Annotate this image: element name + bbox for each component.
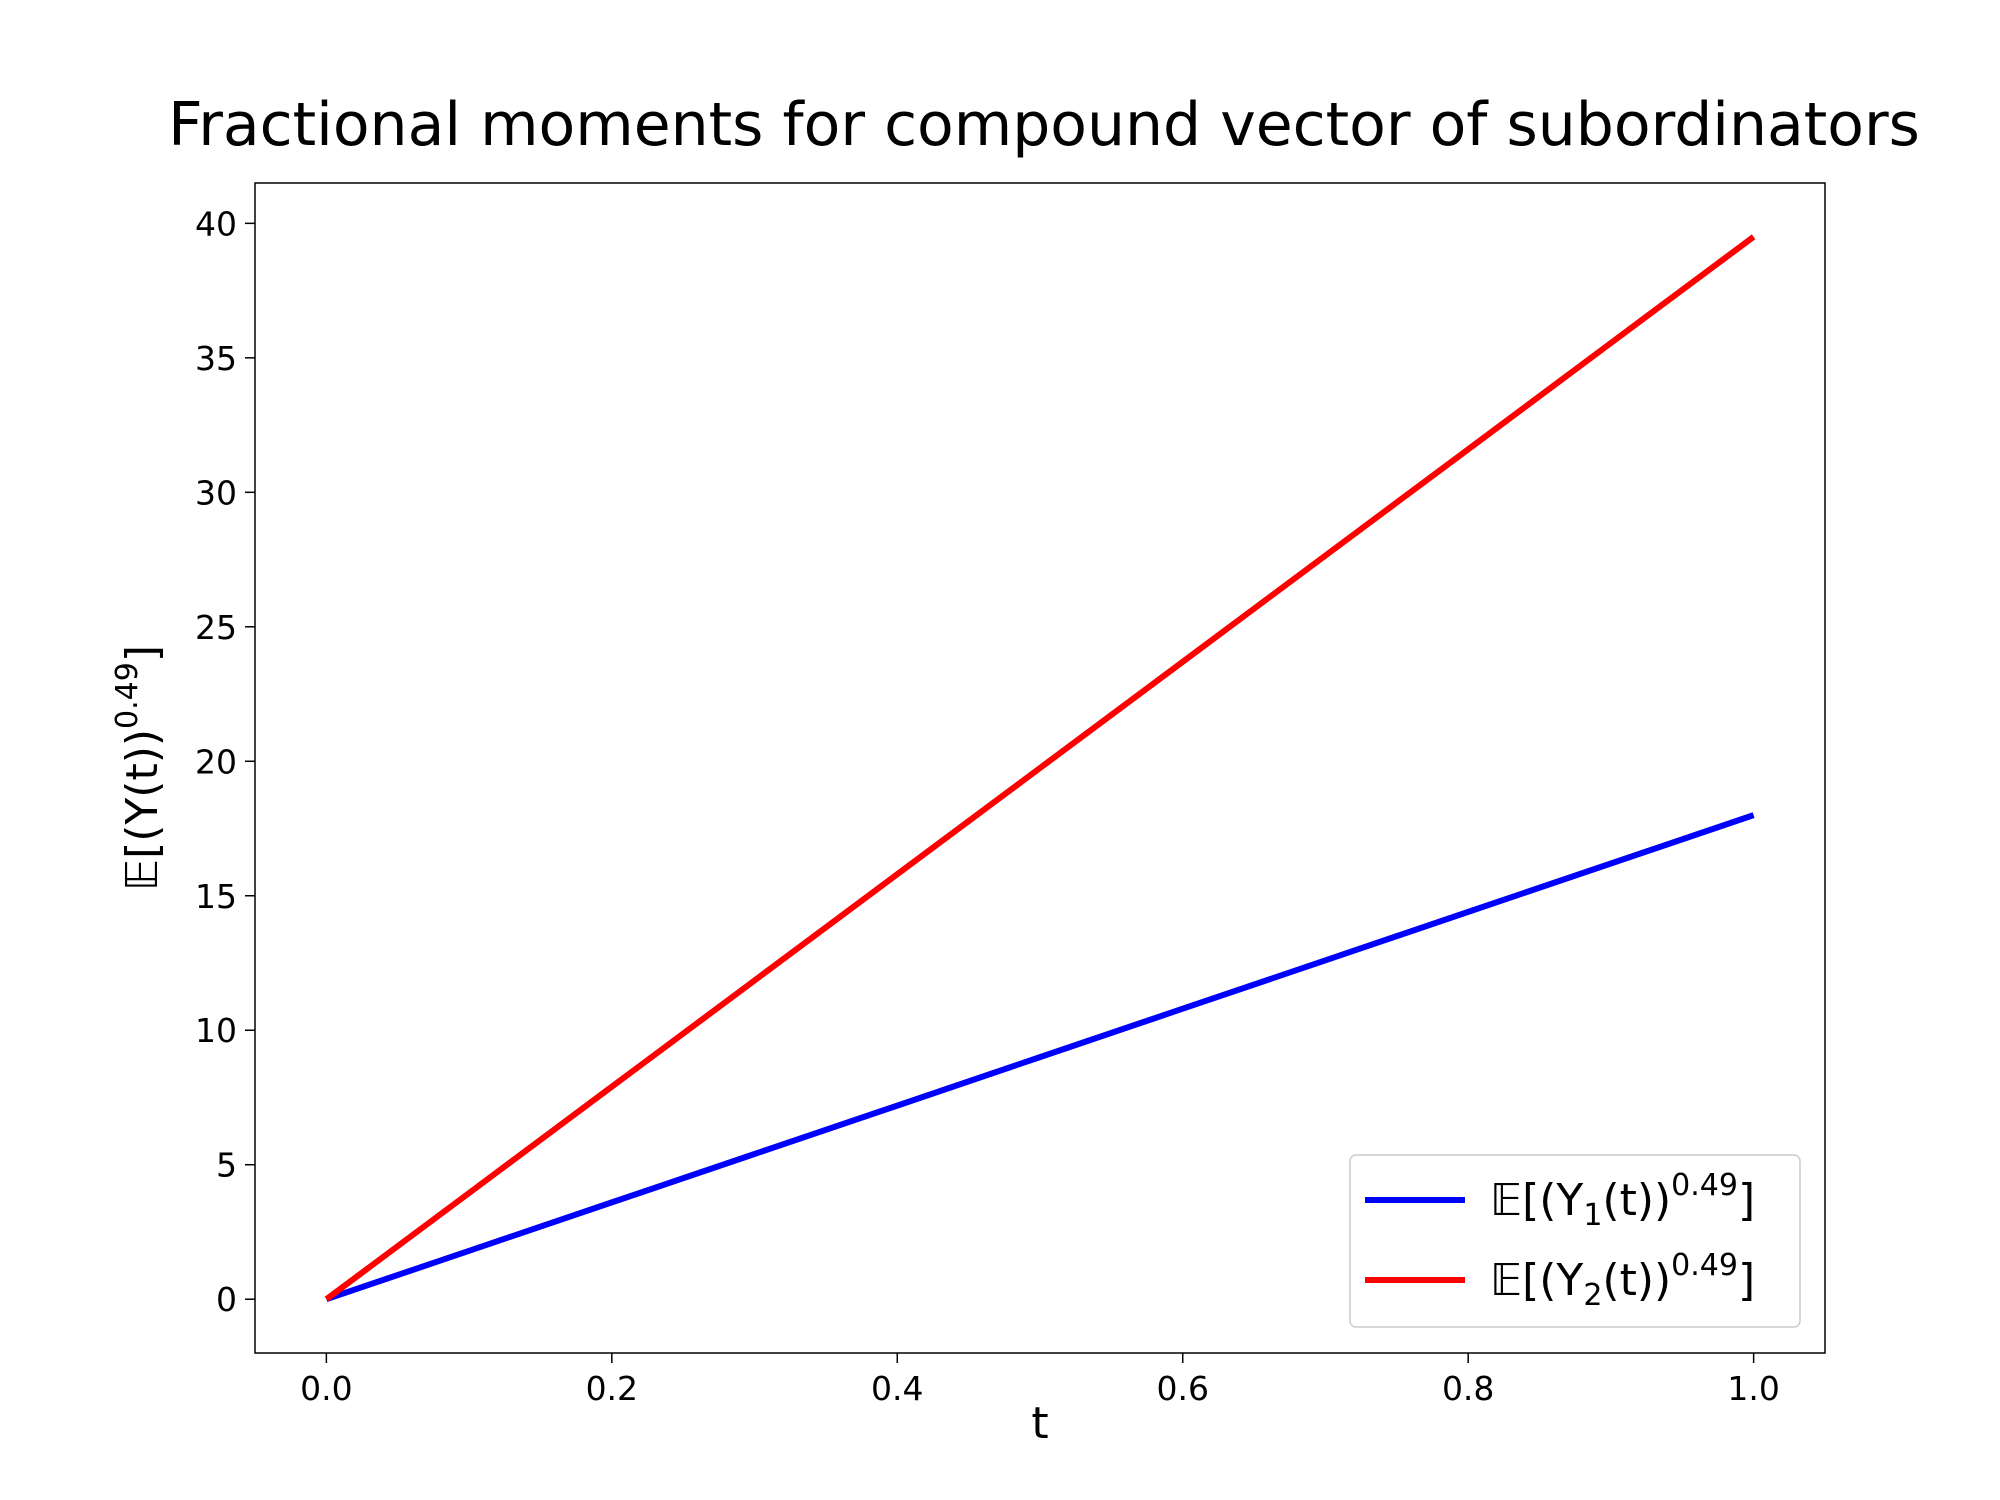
y-tick-label: 0: [216, 1280, 237, 1319]
y-tick-label: 40: [195, 204, 237, 243]
y-axis-label-prefix: 𝔼[(Y(t)): [117, 729, 168, 891]
y-tick-label: 20: [195, 742, 237, 781]
series-line-1: [325, 812, 1755, 1303]
series-line-2: [324, 234, 1756, 1302]
y-tick-label: 30: [195, 473, 237, 512]
x-tick-label: 1.0: [1727, 1369, 1779, 1408]
plot-area-frame: [254, 182, 1826, 1354]
x-axis-label: t: [1031, 1398, 1048, 1449]
y-axis-label: 𝔼[(Y(t))0.49]: [110, 645, 168, 891]
svg-text:𝔼[(Y(t))0.49]: 𝔼[(Y(t))0.49]: [110, 645, 168, 891]
y-tick-label: 15: [195, 877, 237, 916]
legend-label-2: 𝔼[(Y2(t))0.49]: [1490, 1248, 1755, 1313]
chart-title: Fractional moments for compound vector o…: [168, 90, 1920, 160]
y-tick-label: 25: [195, 608, 237, 647]
legend-label-1: 𝔼[(Y1(t))0.49]: [1490, 1168, 1755, 1233]
x-tick-label: 0.0: [300, 1369, 352, 1408]
x-tick-label: 0.8: [1442, 1369, 1494, 1408]
x-tick-label: 0.6: [1156, 1369, 1208, 1408]
y-tick-label: 35: [195, 339, 237, 378]
y-tick-label: 10: [195, 1011, 237, 1050]
x-tick-label: 0.4: [871, 1369, 923, 1408]
y-axis-label-exponent: 0.49: [110, 662, 145, 729]
y-axis-label-suffix: ]: [117, 645, 168, 662]
y-axis-ticks: 0 5 10 15 20 25 30 35 40: [195, 204, 255, 1319]
series-layer: [324, 234, 1756, 1303]
x-tick-label: 0.2: [586, 1369, 638, 1408]
legend: 𝔼[(Y1(t))0.49] 𝔼[(Y2(t))0.49]: [1349, 1154, 1801, 1328]
x-axis-ticks: 0.0 0.2 0.4 0.6 0.8 1.0: [300, 1353, 1780, 1408]
y-tick-label: 5: [216, 1146, 237, 1185]
